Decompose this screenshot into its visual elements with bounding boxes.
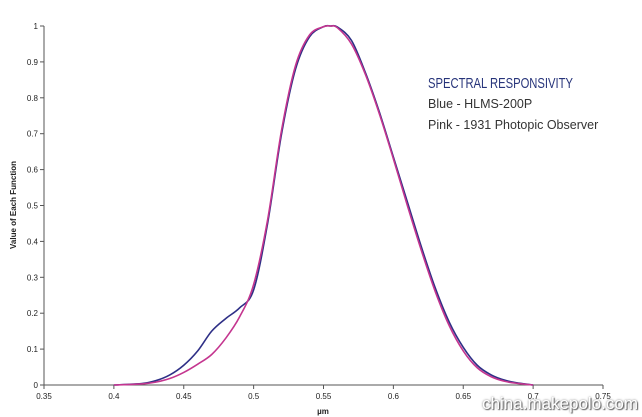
x-tick-label: 0.55 [316,392,332,401]
y-tick-label: 0 [34,381,39,390]
y-tick-label: 0.6 [27,166,39,175]
x-tick-label: 0.45 [176,392,192,401]
y-tick-label: 0.8 [27,94,39,103]
legend-title: SPECTRAL RESPONSIVITY [428,75,573,92]
y-axis-ticks: 0 0.1 0.2 0.3 0.4 0.5 0.6 0.7 0.8 0.9 1 [27,22,44,390]
y-tick-label: 0.2 [27,309,39,318]
y-tick-label: 1 [34,22,39,31]
legend-entry-blue: Blue - HLMS-200P [428,97,532,111]
x-axis-title: µm [317,407,329,416]
y-tick-label: 0.7 [27,130,39,139]
x-tick-label: 0.5 [248,392,260,401]
x-tick-label: 0.75 [595,392,611,401]
series-line-pink [113,24,534,386]
y-tick-label: 0.5 [27,202,39,211]
x-tick-label: 0.4 [108,392,120,401]
y-tick-label: 0.1 [27,345,39,354]
legend-entry-pink: Pink - 1931 Photopic Observer [428,118,598,132]
y-tick-label: 0.3 [27,273,39,282]
y-tick-label: 0.9 [27,58,39,67]
x-tick-label: 0.35 [36,392,52,401]
series-layer [113,24,534,386]
watermark: china.makepolo.com [482,394,638,413]
y-axis-title: Value of Each Function [9,161,18,249]
y-tick-label: 0.4 [27,237,39,246]
x-tick-label: 0.6 [388,392,400,401]
plot-area: 0 0.1 0.2 0.3 0.4 0.5 0.6 0.7 0.8 0.9 1 0.35 0.4 0.4… [27,22,611,401]
legend: SPECTRAL RESPONSIVITY Blue - HLMS-200P P… [428,75,598,132]
x-tick-label: 0.65 [455,392,471,401]
x-axis-ticks: 0.35 0.4 0.45 0.5 0.55 0.6 0.65 0.7 0.75 [36,385,611,401]
x-tick-label: 0.7 [528,392,540,401]
